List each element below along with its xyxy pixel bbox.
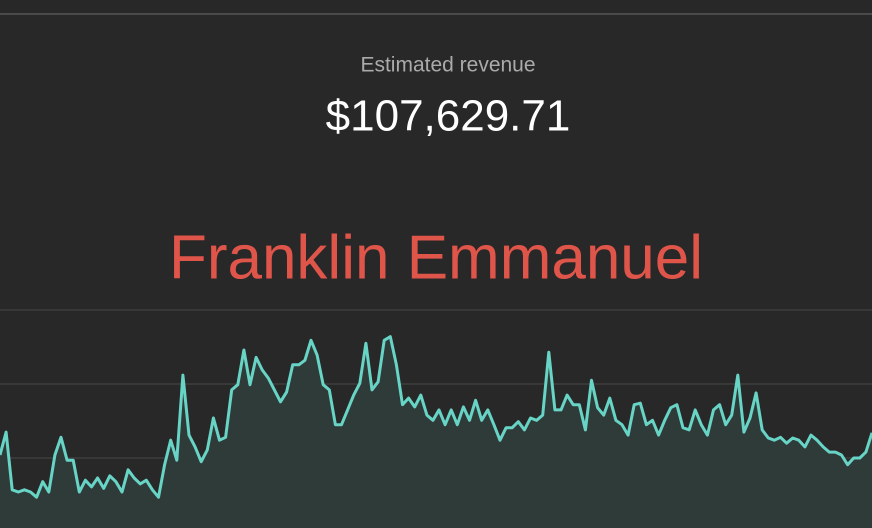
revenue-line [0, 335, 872, 499]
metric-label: Estimated revenue [360, 54, 535, 77]
area-fill [0, 336, 872, 528]
chart [0, 309, 872, 528]
metric-value: $107,629.71 [326, 92, 571, 141]
creator-name: Franklin Emmanuel [169, 223, 703, 292]
